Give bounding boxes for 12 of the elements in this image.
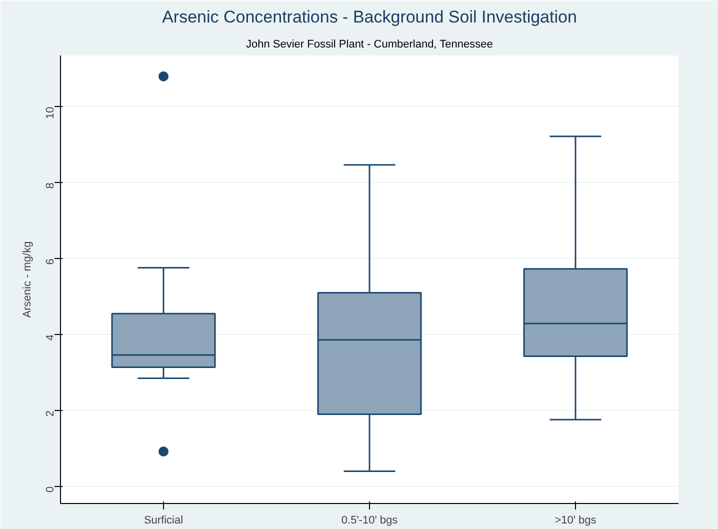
y-tick-label: 4 <box>44 334 56 341</box>
y-tick-label: 2 <box>44 410 56 417</box>
y-tick-label: 10 <box>44 106 56 119</box>
x-tick-label: >10' bgs <box>554 514 597 526</box>
chart-subtitle: John Sevier Fossil Plant - Cumberland, Tennessee <box>246 38 493 50</box>
x-tick-label: Surficial <box>144 514 184 526</box>
y-tick-label: 8 <box>44 182 56 189</box>
y-tick-label: 6 <box>44 258 56 265</box>
y-axis-title: Arsenic - mg/kg <box>22 241 34 318</box>
x-tick-label: 0.5'-10' bgs <box>341 514 398 526</box>
chart-title: Arsenic Concentrations - Background Soil Investigation <box>162 8 577 26</box>
y-tick-label: 0 <box>44 486 56 493</box>
